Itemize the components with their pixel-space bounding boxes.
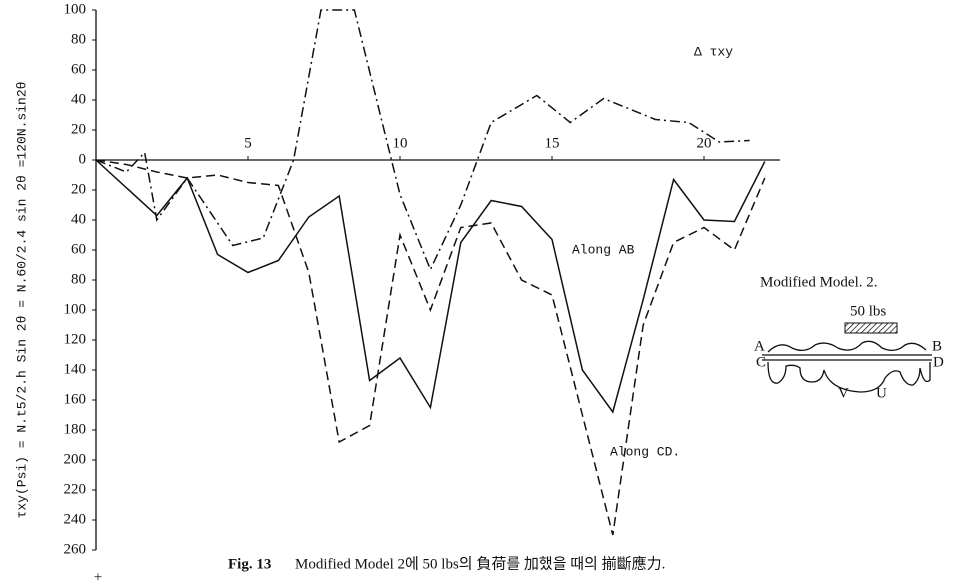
- y-tick-label: 100: [64, 1, 87, 17]
- y-tick-label: 40: [71, 91, 86, 107]
- inset: Modified Model. 2. 50 lbs A B C D V U: [754, 274, 944, 401]
- inset-load: 50 lbs: [850, 303, 886, 319]
- series-label: Δ τxy: [694, 44, 733, 59]
- y-tick-label: 180: [64, 421, 87, 437]
- caption-label: Fig. 13: [228, 556, 271, 572]
- y-tick-label: 80: [71, 31, 86, 47]
- corner-mark: +: [94, 569, 102, 585]
- y-tick-label: 60: [71, 61, 86, 77]
- inset-title: Modified Model. 2.: [760, 274, 878, 290]
- y-tick-label: 60: [71, 241, 86, 257]
- x-tick-label: 15: [545, 135, 560, 151]
- inset-point: C: [756, 354, 766, 370]
- x-tick-label: 20: [697, 135, 712, 151]
- y-tick-label: 0: [79, 151, 87, 167]
- y-tick-label: 260: [64, 541, 87, 557]
- caption: Modified Model 2에 50 lbs의 負荷를 加했을 때의 揃斷應…: [295, 554, 665, 572]
- load-block: [844, 322, 898, 334]
- series-label: Along CD.: [610, 444, 680, 459]
- y-tick-label: 160: [64, 391, 87, 407]
- y-tick-label: 240: [64, 511, 87, 527]
- inset-point: U: [876, 385, 887, 401]
- inset-point: D: [933, 354, 944, 370]
- y-tick-label: 20: [71, 121, 86, 137]
- x-tick-label: 5: [244, 135, 252, 151]
- series-line: [95, 9, 750, 272]
- y-tick-label: 200: [64, 451, 87, 467]
- beam-bottom: [767, 361, 931, 393]
- y-tick-label: 140: [64, 361, 87, 377]
- y-tick-label: 80: [71, 271, 86, 287]
- series-line: [95, 159, 766, 414]
- series-label: Along AB: [572, 242, 635, 257]
- inset-point: B: [932, 338, 942, 354]
- x-tick-label: 10: [393, 135, 408, 151]
- beam-top: [767, 340, 927, 353]
- inset-point: V: [838, 385, 849, 401]
- y-tick-label: 40: [71, 211, 86, 227]
- y-tick-label: 120: [64, 331, 87, 347]
- y-tick-label: 100: [64, 301, 87, 317]
- y-axis-title: τxy(Psi) = N.t5/2.h Sin 2θ = N.60/2.4 si…: [14, 82, 29, 519]
- series-line: [95, 159, 766, 536]
- y-tick-label: 20: [71, 181, 86, 197]
- y-tick-label: 220: [64, 481, 87, 497]
- inset-point: A: [754, 338, 765, 354]
